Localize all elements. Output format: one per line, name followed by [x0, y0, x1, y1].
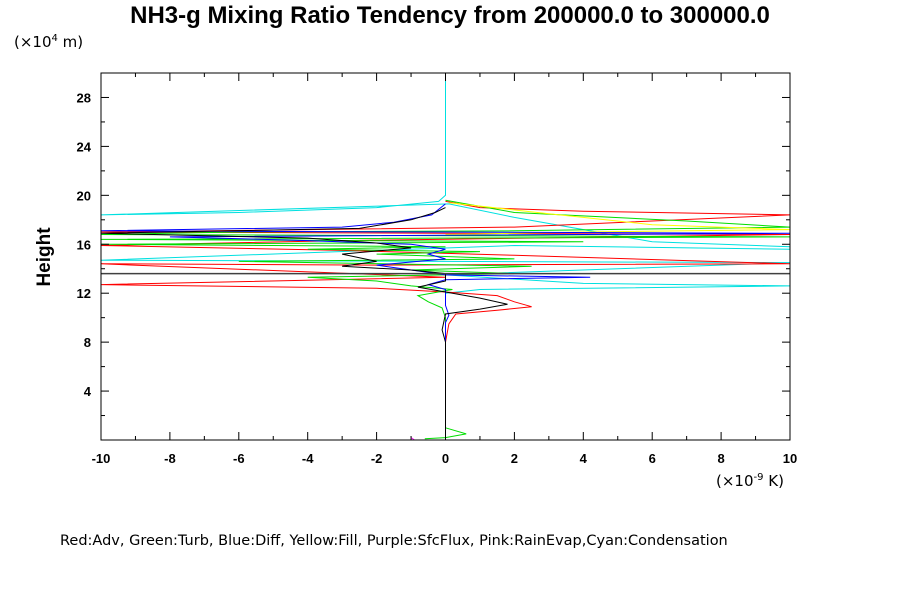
y-tick-label: 24	[77, 139, 92, 154]
x-tick-label: -6	[233, 451, 245, 466]
series-layer	[100, 73, 791, 441]
x-tick-label: -4	[302, 451, 314, 466]
series-line-3	[100, 199, 791, 440]
x-units-label: (×10-9 K)	[716, 472, 784, 490]
x-tick-label: -2	[371, 451, 383, 466]
x-tick-label: 10	[783, 451, 797, 466]
y-axis-title: Height	[34, 227, 55, 287]
x-tick-label: -10	[92, 451, 111, 466]
legend-text: Red:Adv, Green:Turb, Blue:Diff, Yellow:F…	[60, 533, 728, 549]
x-tick-label: 4	[580, 451, 588, 466]
y-tick-label: 8	[84, 335, 91, 350]
x-tick-label: 0	[442, 451, 449, 466]
series-line-6	[100, 207, 508, 440]
x-tick-label: 6	[649, 451, 656, 466]
y-units-label: (×104 m)	[14, 33, 84, 51]
x-tick-label: 2	[511, 451, 518, 466]
series-line-5	[100, 203, 791, 437]
y-tick-label: 16	[77, 237, 91, 252]
y-tick-label: 4	[84, 384, 92, 399]
chart-title: NH3-g Mixing Ratio Tendency from 200000.…	[130, 2, 770, 29]
y-tick-label: 12	[77, 286, 91, 301]
x-tick-label: 8	[717, 451, 724, 466]
y-tick-label: 28	[77, 90, 91, 105]
y-tick-label: 20	[77, 188, 91, 203]
x-tick-label: -8	[164, 451, 176, 466]
